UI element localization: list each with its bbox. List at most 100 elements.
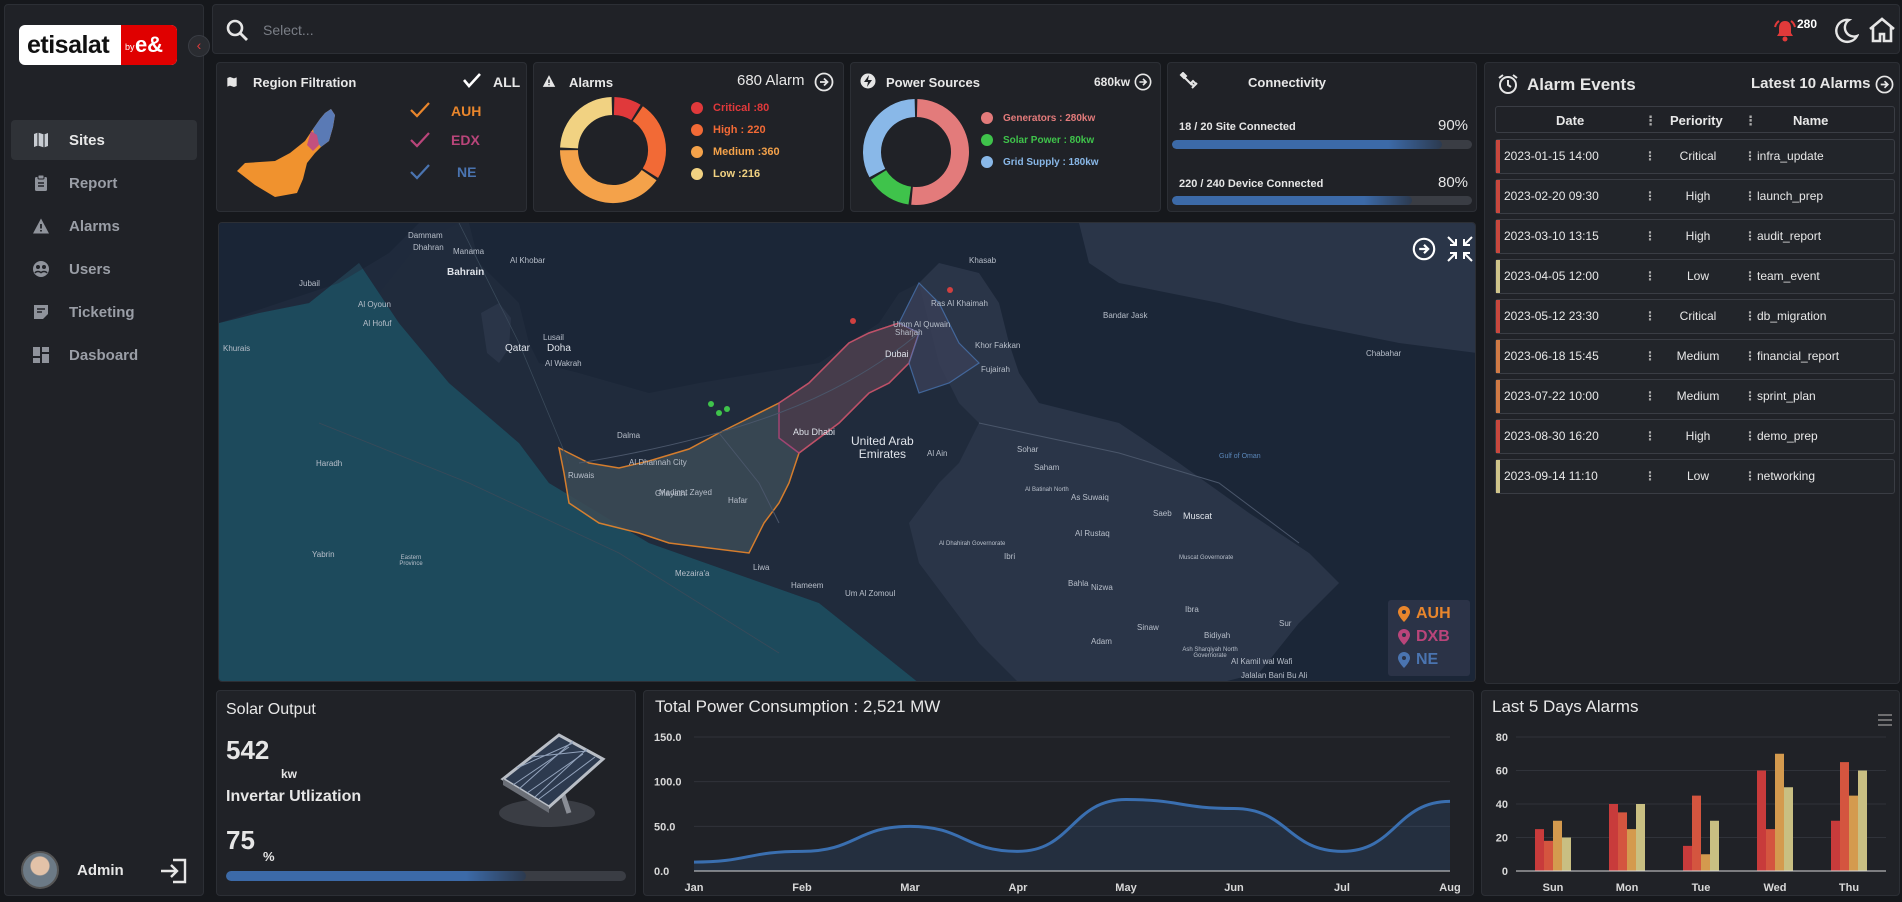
sidebar-item-label: Users xyxy=(69,260,111,278)
moon-icon[interactable] xyxy=(1833,18,1860,49)
row-priority: Medium xyxy=(1676,389,1720,403)
map-label: Sinaw xyxy=(1137,623,1159,632)
donut-slice xyxy=(911,99,969,205)
search-icon[interactable] xyxy=(225,18,249,47)
sidebar-item-ticketing[interactable]: Ticketing xyxy=(11,292,197,332)
column-date[interactable]: Date xyxy=(1556,113,1585,128)
row-menu-icon[interactable]: ⋮ xyxy=(1644,309,1656,323)
row-menu-icon[interactable]: ⋮ xyxy=(1744,469,1756,483)
bell-icon[interactable] xyxy=(1773,19,1797,48)
user-profile[interactable]: Admin xyxy=(21,851,124,889)
check-icon[interactable] xyxy=(409,131,431,154)
region-ne[interactable]: NE xyxy=(457,164,477,180)
row-menu-icon[interactable]: ⋮ xyxy=(1644,269,1656,283)
x-tick-label: Wed xyxy=(1763,882,1786,894)
legend-label: Generators : 280kw xyxy=(1003,112,1096,124)
check-icon[interactable] xyxy=(409,101,431,124)
row-menu-icon[interactable]: ⋮ xyxy=(1744,189,1756,203)
legend-dot xyxy=(981,112,993,124)
legend-dot xyxy=(981,156,993,168)
connectivity-title: Connectivity xyxy=(1248,75,1327,90)
column-name[interactable]: Name xyxy=(1793,113,1829,128)
table-row[interactable]: 2023-05-12 23:30 ⋮ Critical ⋮ db_migration xyxy=(1495,299,1895,334)
x-tick-label: Feb xyxy=(792,882,812,894)
column-menu-icon[interactable]: ⋮ xyxy=(1744,113,1757,128)
row-menu-icon[interactable]: ⋮ xyxy=(1644,469,1656,483)
menu-icon[interactable] xyxy=(1877,713,1893,731)
solar-title: Solar Output xyxy=(226,701,316,718)
y-tick-label: 150.0 xyxy=(654,732,682,744)
sidebar-item-sites[interactable]: Sites xyxy=(11,120,197,160)
map-label: Al Ain xyxy=(927,449,948,458)
logout-icon[interactable] xyxy=(159,858,189,889)
arrow-right-circle-icon[interactable] xyxy=(814,72,834,97)
table-row[interactable]: 2023-03-10 13:15 ⋮ High ⋮ audit_report xyxy=(1495,219,1895,254)
x-tick-label: Mar xyxy=(900,882,920,894)
row-menu-icon[interactable]: ⋮ xyxy=(1744,309,1756,323)
sites-map[interactable]: Dammam Dhahran Manama Bahrain Al Khobar … xyxy=(218,222,1476,682)
warning-icon xyxy=(31,216,51,236)
table-row[interactable]: 2023-04-05 12:00 ⋮ Low ⋮ team_event xyxy=(1495,259,1895,294)
region-edx[interactable]: EDX xyxy=(451,132,480,148)
map-label: Muscat xyxy=(1183,511,1213,521)
avatar xyxy=(21,851,59,889)
latest-alarms-link[interactable]: Latest 10 Alarms xyxy=(1751,75,1871,92)
map-label: Jalalan Bani Bu Ali xyxy=(1241,671,1308,680)
map-label: Dalma xyxy=(617,431,641,440)
table-row[interactable]: 2023-06-18 15:45 ⋮ Medium ⋮ financial_report xyxy=(1495,339,1895,374)
row-priority: Low xyxy=(1686,269,1709,283)
connectivity-card: Connectivity 18 / 20 Site Connected 90% … xyxy=(1167,62,1477,212)
legend-label: NE xyxy=(1416,651,1439,668)
check-icon[interactable] xyxy=(409,163,431,186)
map-label: Dubai xyxy=(885,349,909,359)
row-menu-icon[interactable]: ⋮ xyxy=(1744,269,1756,283)
search-input[interactable] xyxy=(263,17,663,43)
column-priority[interactable]: Periority xyxy=(1670,113,1723,128)
table-row[interactable]: 2023-08-30 16:20 ⋮ High ⋮ demo_prep xyxy=(1495,419,1895,454)
all-regions-label[interactable]: ALL xyxy=(493,74,521,90)
table-row[interactable]: 2023-01-15 14:00 ⋮ Critical ⋮ infra_update xyxy=(1495,139,1895,174)
row-menu-icon[interactable]: ⋮ xyxy=(1644,429,1656,443)
inverter-util-fill xyxy=(226,871,526,881)
region-auh[interactable]: AUH xyxy=(451,103,482,119)
bar xyxy=(1609,804,1618,871)
map-label: Ghayathi xyxy=(655,489,688,498)
bar xyxy=(1636,804,1645,871)
arrow-right-circle-icon[interactable] xyxy=(1875,75,1894,99)
sidebar-item-alarms[interactable]: Alarms xyxy=(11,206,197,246)
alarms-donut-chart xyxy=(560,97,666,203)
row-menu-icon[interactable]: ⋮ xyxy=(1744,229,1756,243)
row-name: launch_prep xyxy=(1757,189,1824,203)
map-label: Al Batinah North xyxy=(1025,487,1069,493)
row-menu-icon[interactable]: ⋮ xyxy=(1744,389,1756,403)
sidebar-item-dasboard[interactable]: Dasboard xyxy=(11,335,197,375)
sites-progress-bar xyxy=(1172,140,1472,149)
row-menu-icon[interactable]: ⋮ xyxy=(1644,389,1656,403)
map-label: Qatar xyxy=(505,343,531,354)
legend-label: High : 220 xyxy=(713,124,766,136)
row-menu-icon[interactable]: ⋮ xyxy=(1644,189,1656,203)
arrow-right-circle-icon[interactable] xyxy=(1134,73,1152,96)
map-label: Saham xyxy=(1034,463,1060,472)
x-tick-label: Jun xyxy=(1224,882,1244,894)
collapse-map-icon[interactable] xyxy=(1446,235,1474,268)
column-menu-icon[interactable]: ⋮ xyxy=(1644,113,1657,128)
y-tick-label: 20 xyxy=(1496,833,1508,845)
arrow-right-circle-icon[interactable] xyxy=(1412,237,1436,266)
home-icon[interactable] xyxy=(1868,17,1896,48)
alarms-card: Alarms 680 Alarm Critical :80 High : 220… xyxy=(533,62,844,212)
row-menu-icon[interactable]: ⋮ xyxy=(1744,149,1756,163)
table-row[interactable]: 2023-02-20 09:30 ⋮ High ⋮ launch_prep xyxy=(1495,179,1895,214)
row-menu-icon[interactable]: ⋮ xyxy=(1644,229,1656,243)
collapse-sidebar-button[interactable]: ‹ xyxy=(188,35,210,57)
row-menu-icon[interactable]: ⋮ xyxy=(1644,149,1656,163)
legend-dot xyxy=(691,168,703,180)
sidebar-item-report[interactable]: Report xyxy=(11,163,197,203)
row-menu-icon[interactable]: ⋮ xyxy=(1744,349,1756,363)
check-all-icon[interactable] xyxy=(462,71,482,94)
row-menu-icon[interactable]: ⋮ xyxy=(1644,349,1656,363)
table-row[interactable]: 2023-07-22 10:00 ⋮ Medium ⋮ sprint_plan xyxy=(1495,379,1895,414)
table-row[interactable]: 2023-09-14 11:10 ⋮ Low ⋮ networking xyxy=(1495,459,1895,494)
sidebar-item-users[interactable]: Users xyxy=(11,249,197,289)
row-menu-icon[interactable]: ⋮ xyxy=(1744,429,1756,443)
